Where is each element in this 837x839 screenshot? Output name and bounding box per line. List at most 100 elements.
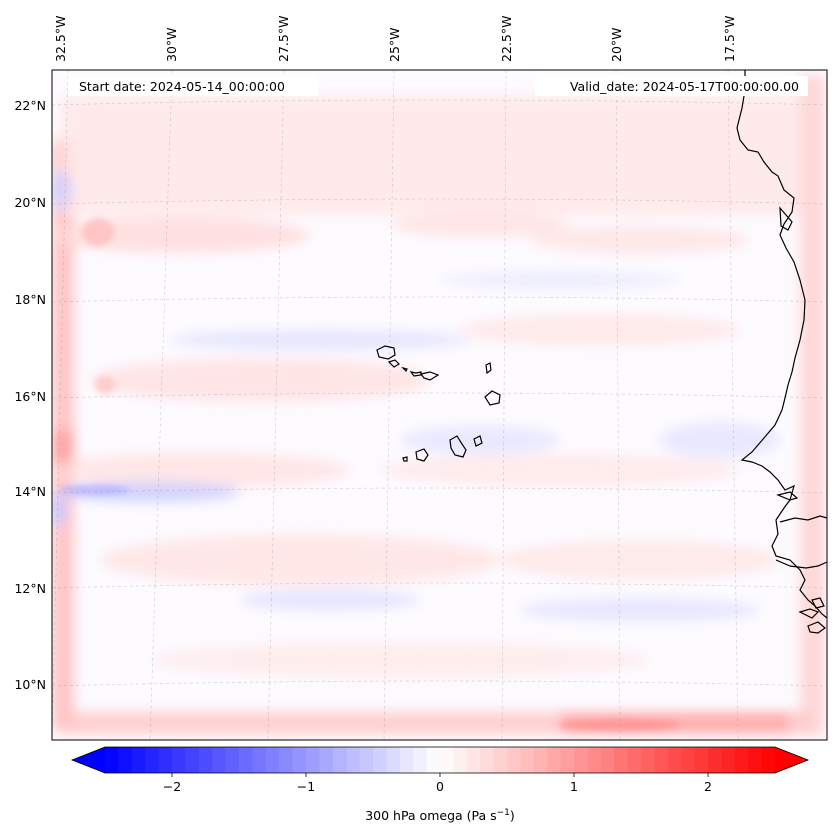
colorbar-segment	[547, 747, 562, 773]
colorbar-segment	[654, 747, 669, 773]
colorbar-segment	[413, 747, 428, 773]
colorbar-segment	[748, 747, 763, 773]
lat-label-10n: 10°N	[14, 677, 46, 692]
lat-label-12n: 12°N	[14, 581, 46, 596]
colorbar-segment	[520, 747, 535, 773]
colorbar-segment	[386, 747, 401, 773]
colorbar-segment	[359, 747, 374, 773]
colorbar-segment	[399, 747, 414, 773]
colorbar-extend-high	[775, 747, 808, 773]
island-maio	[473, 435, 483, 447]
island-sal	[485, 362, 492, 375]
island-brava	[402, 456, 408, 462]
colorbar-segment	[734, 747, 749, 773]
colorbar-segment	[172, 747, 186, 773]
west-africa-coastline	[736, 70, 828, 634]
lat-label-22n: 22°N	[14, 98, 46, 113]
colorbar-segment	[574, 747, 588, 773]
colorbar-segment	[292, 747, 307, 773]
island-santiago	[449, 435, 467, 458]
start-date-text: Start date: 2024-05-14_00:00:00	[79, 79, 285, 94]
island-sao-vicente	[387, 359, 400, 368]
colorbar-segment	[600, 747, 615, 773]
colorbar-segment	[587, 747, 602, 773]
colorbar-segment	[426, 747, 441, 773]
lat-label-18n: 18°N	[14, 292, 46, 307]
omega-field	[52, 75, 825, 735]
colorbar-extend-low	[72, 747, 105, 773]
colorbar-segment	[346, 747, 361, 773]
colorbar-segment	[198, 747, 213, 773]
colorbar-label-sup: −1	[497, 808, 510, 818]
valid-date-box	[535, 76, 808, 96]
colorbar-segment	[158, 747, 173, 773]
colorbar-segment	[641, 747, 655, 773]
map-panel	[51, 69, 828, 741]
colorbar-segment	[453, 747, 468, 773]
lat-label-20n: 20°N	[14, 195, 46, 210]
island-santa-luzia	[401, 366, 408, 373]
lon-label-27-5w: 27.5°W	[276, 16, 291, 62]
colorbar-segment	[239, 747, 253, 773]
lat-label-14n: 14°N	[14, 484, 46, 499]
lon-label-32-5w: 32.5°W	[53, 16, 68, 62]
island-sao-nicolau-east	[419, 371, 440, 381]
colorbar-tick-label: 1	[570, 779, 578, 794]
colorbar-segment	[708, 747, 722, 773]
colorbar-segment	[185, 747, 200, 773]
lon-label-25w: 25°W	[387, 27, 402, 62]
island-fogo	[415, 448, 429, 462]
colorbar-label-main: 300 hPa omega (Pa s	[365, 808, 496, 823]
lon-label-17-5w: 17.5°W	[722, 16, 737, 62]
colorbar-segment	[212, 747, 227, 773]
colorbar-segment	[466, 747, 481, 773]
colorbar-segment	[480, 747, 495, 773]
colorbar-segment	[507, 747, 521, 773]
cabo-verde-islands	[376, 345, 501, 462]
colorbar-segment	[279, 747, 294, 773]
colorbar-tick-label: 0	[436, 779, 444, 794]
colorbar-segment	[373, 747, 387, 773]
colorbar-tick-label: −1	[297, 779, 315, 794]
island-santo-antao	[376, 345, 396, 360]
colorbar-segment	[225, 747, 240, 773]
longitude-labels: 32.5°W 30°W 27.5°W 25°W 22.5°W 20°W 17.5…	[53, 16, 737, 62]
colorbar-segment	[332, 747, 347, 773]
colorbar-segment	[306, 747, 320, 773]
colorbar-tick-label: 2	[704, 779, 712, 794]
map-frame	[51, 69, 828, 741]
colorbar-ticks: −2 −1 0 1 2	[163, 773, 712, 794]
island-boa-vista	[484, 390, 501, 406]
colorbar-segment	[118, 747, 133, 773]
start-date-box	[68, 76, 318, 96]
colorbar-segment	[131, 747, 146, 773]
colorbar-segment	[145, 747, 160, 773]
colorbar-segment	[721, 747, 736, 773]
colorbar-segment	[440, 747, 454, 773]
colorbar-tick-label: −2	[163, 779, 181, 794]
lon-label-20w: 20°W	[609, 27, 624, 62]
colorbar-segment	[667, 747, 682, 773]
gridlines	[52, 70, 827, 740]
colorbar-segments	[105, 747, 776, 773]
lon-label-22-5w: 22.5°W	[499, 16, 514, 62]
colorbar-segment	[627, 747, 642, 773]
colorbar-segment	[493, 747, 508, 773]
lon-label-30w: 30°W	[164, 27, 179, 62]
header: Start date: 2024-05-14_00:00:00 Valid_da…	[68, 76, 808, 96]
colorbar-segment	[252, 747, 267, 773]
colorbar-label-end: )	[510, 808, 515, 823]
colorbar: −2 −1 0 1 2 300 hPa omega (Pa s−1)	[70, 746, 810, 823]
colorbar-outline	[70, 746, 810, 774]
colorbar-segment	[533, 747, 548, 773]
colorbar-segment	[319, 747, 334, 773]
colorbar-label: 300 hPa omega (Pa s−1)	[365, 808, 515, 823]
colorbar-segment	[265, 747, 280, 773]
colorbar-segment	[694, 747, 709, 773]
colorbar-segment	[614, 747, 629, 773]
colorbar-segment	[761, 747, 776, 773]
latitude-labels: 22°N 20°N 18°N 16°N 14°N 12°N 10°N	[14, 98, 46, 692]
valid-date-text: Valid_date: 2024-05-17T00:00:00.00	[570, 79, 799, 94]
lat-label-16n: 16°N	[14, 389, 46, 404]
